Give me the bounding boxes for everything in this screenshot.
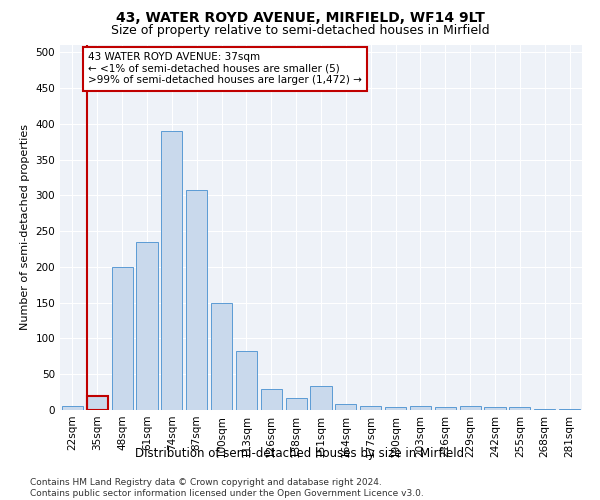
Bar — [484, 407, 506, 410]
Bar — [286, 398, 307, 410]
Bar — [186, 190, 207, 410]
Text: 43, WATER ROYD AVENUE, MIRFIELD, WF14 9LT: 43, WATER ROYD AVENUE, MIRFIELD, WF14 9L… — [116, 11, 484, 25]
Text: Distribution of semi-detached houses by size in Mirfield: Distribution of semi-detached houses by … — [136, 448, 464, 460]
Bar — [136, 242, 158, 410]
Bar — [559, 408, 580, 410]
Bar — [385, 407, 406, 410]
Bar — [335, 404, 356, 410]
Bar — [360, 406, 381, 410]
Bar — [261, 388, 282, 410]
Text: Contains HM Land Registry data © Crown copyright and database right 2024.
Contai: Contains HM Land Registry data © Crown c… — [30, 478, 424, 498]
Bar — [211, 302, 232, 410]
Bar — [87, 396, 108, 410]
Text: Size of property relative to semi-detached houses in Mirfield: Size of property relative to semi-detach… — [110, 24, 490, 37]
Bar — [460, 406, 481, 410]
Bar — [161, 131, 182, 410]
Bar — [410, 406, 431, 410]
Bar — [62, 406, 83, 410]
Bar — [112, 267, 133, 410]
Y-axis label: Number of semi-detached properties: Number of semi-detached properties — [20, 124, 30, 330]
Bar — [310, 386, 332, 410]
Bar — [509, 407, 530, 410]
Bar — [236, 352, 257, 410]
Bar — [435, 407, 456, 410]
Text: 43 WATER ROYD AVENUE: 37sqm
← <1% of semi-detached houses are smaller (5)
>99% o: 43 WATER ROYD AVENUE: 37sqm ← <1% of sem… — [88, 52, 362, 86]
